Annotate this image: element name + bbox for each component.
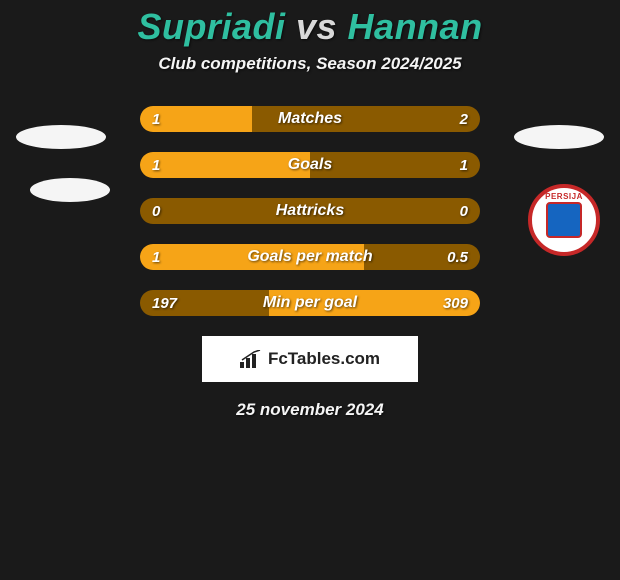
brand-box[interactable]: FcTables.com — [202, 336, 418, 382]
player2-club-badge: PERSIJA — [528, 184, 600, 256]
stat-bar: 11Goals — [140, 152, 480, 178]
subtitle: Club competitions, Season 2024/2025 — [0, 54, 620, 74]
stat-bars: 12Matches 11Goals 00Hattricks 10.5Goals per… — [140, 106, 480, 316]
stat-bar: 00Hattricks — [140, 198, 480, 224]
stat-label: Goals per match — [140, 248, 480, 266]
vs-text: vs — [296, 6, 337, 47]
stat-bar: 12Matches — [140, 106, 480, 132]
stat-label: Min per goal — [140, 294, 480, 312]
footer-date: 25 november 2024 — [0, 400, 620, 420]
club-badge-text: PERSIJA — [532, 192, 596, 201]
player1-badge-placeholder-2 — [30, 178, 110, 202]
player1-name: Supriadi — [137, 6, 285, 47]
brand-chart-icon — [240, 350, 262, 368]
stat-label: Matches — [140, 110, 480, 128]
stat-label: Hattricks — [140, 202, 480, 220]
page-title: Supriadi vs Hannan — [0, 6, 620, 48]
player1-badge-placeholder-1 — [16, 125, 106, 149]
brand-text: FcTables.com — [268, 349, 380, 369]
stat-bar: 10.5Goals per match — [140, 244, 480, 270]
player2-name: Hannan — [348, 6, 483, 47]
content-wrapper: Supriadi vs Hannan Club competitions, Se… — [0, 0, 620, 420]
stat-bar: 197309Min per goal — [140, 290, 480, 316]
player2-badge-placeholder-1 — [514, 125, 604, 149]
stat-label: Goals — [140, 156, 480, 174]
club-badge-inner — [546, 202, 582, 238]
